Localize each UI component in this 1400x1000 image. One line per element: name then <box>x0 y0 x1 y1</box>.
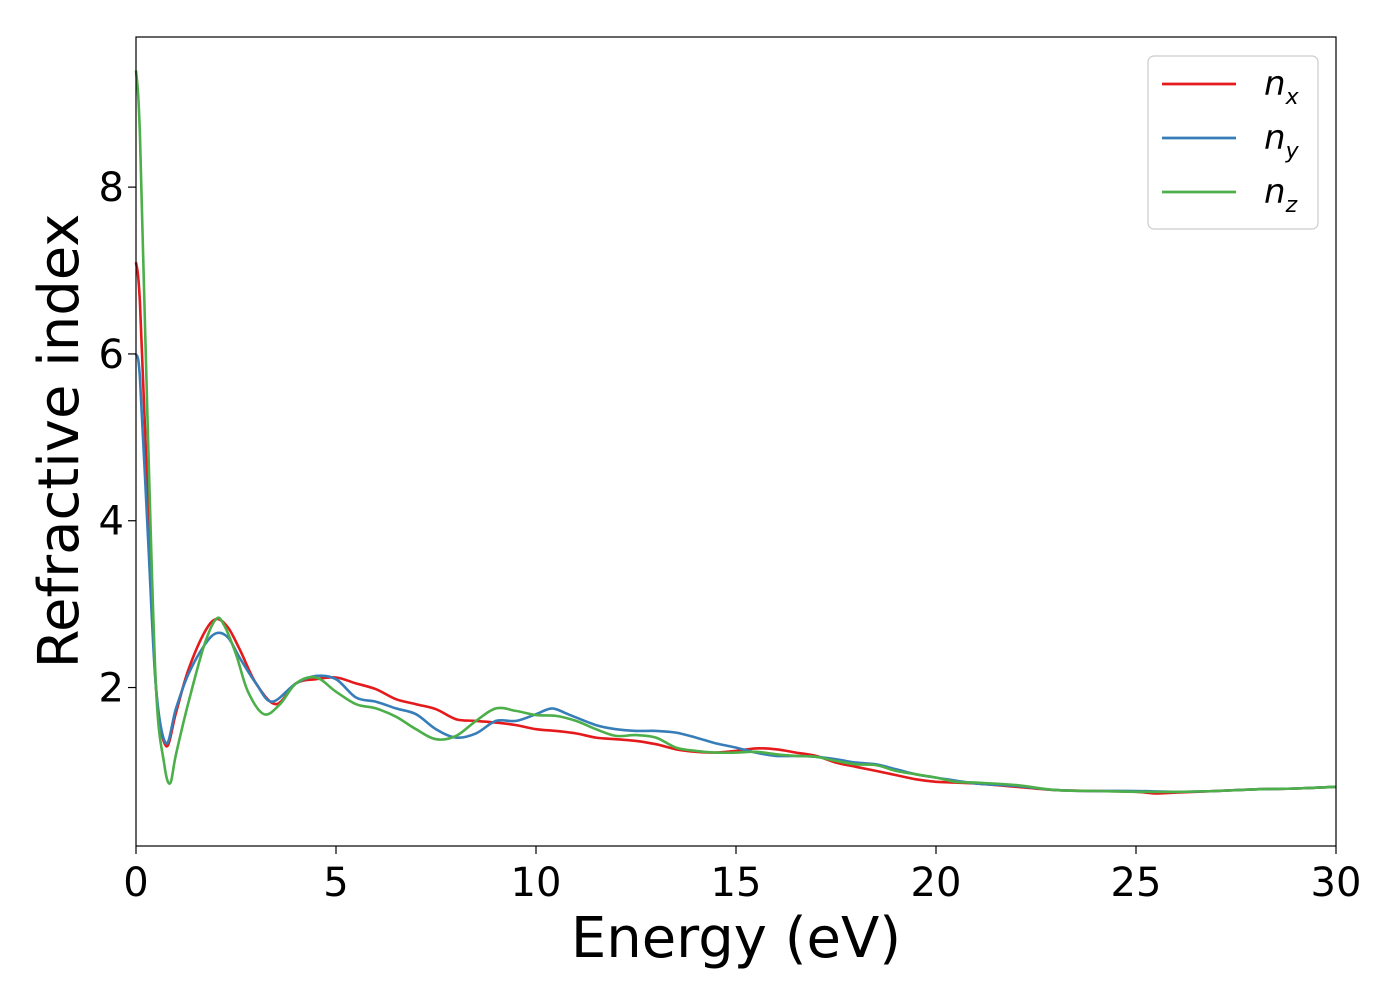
plot-area <box>136 37 1336 846</box>
x-axis: 0 5 10 15 20 25 30 <box>123 846 1361 906</box>
x-axis-label: Energy (eV) <box>571 906 901 971</box>
x-tick-label: 25 <box>1111 860 1162 906</box>
series-layer <box>134 70 1337 795</box>
y-axis-label: Refractive index <box>27 214 92 669</box>
legend-label-x: nx <box>1264 64 1300 110</box>
x-tick-label: 15 <box>711 860 762 906</box>
x-tick-label: 20 <box>911 860 962 906</box>
y-tick-label: 8 <box>99 165 124 211</box>
legend-label-z: nz <box>1264 172 1298 218</box>
legend: nx ny nz <box>1147 55 1319 230</box>
series-line-z <box>134 70 1337 794</box>
x-tick-label: 10 <box>511 860 562 906</box>
y-tick-label: 4 <box>99 499 124 545</box>
y-tick-label: 6 <box>99 332 124 378</box>
legend-label-y: ny <box>1264 118 1300 164</box>
x-tick-label: 0 <box>123 860 148 906</box>
x-tick-label: 5 <box>323 860 348 906</box>
y-tick-label: 2 <box>99 666 124 712</box>
y-axis: 2 4 6 8 <box>99 165 136 712</box>
legend-box <box>1147 55 1319 230</box>
x-tick-label: 30 <box>1311 860 1362 906</box>
